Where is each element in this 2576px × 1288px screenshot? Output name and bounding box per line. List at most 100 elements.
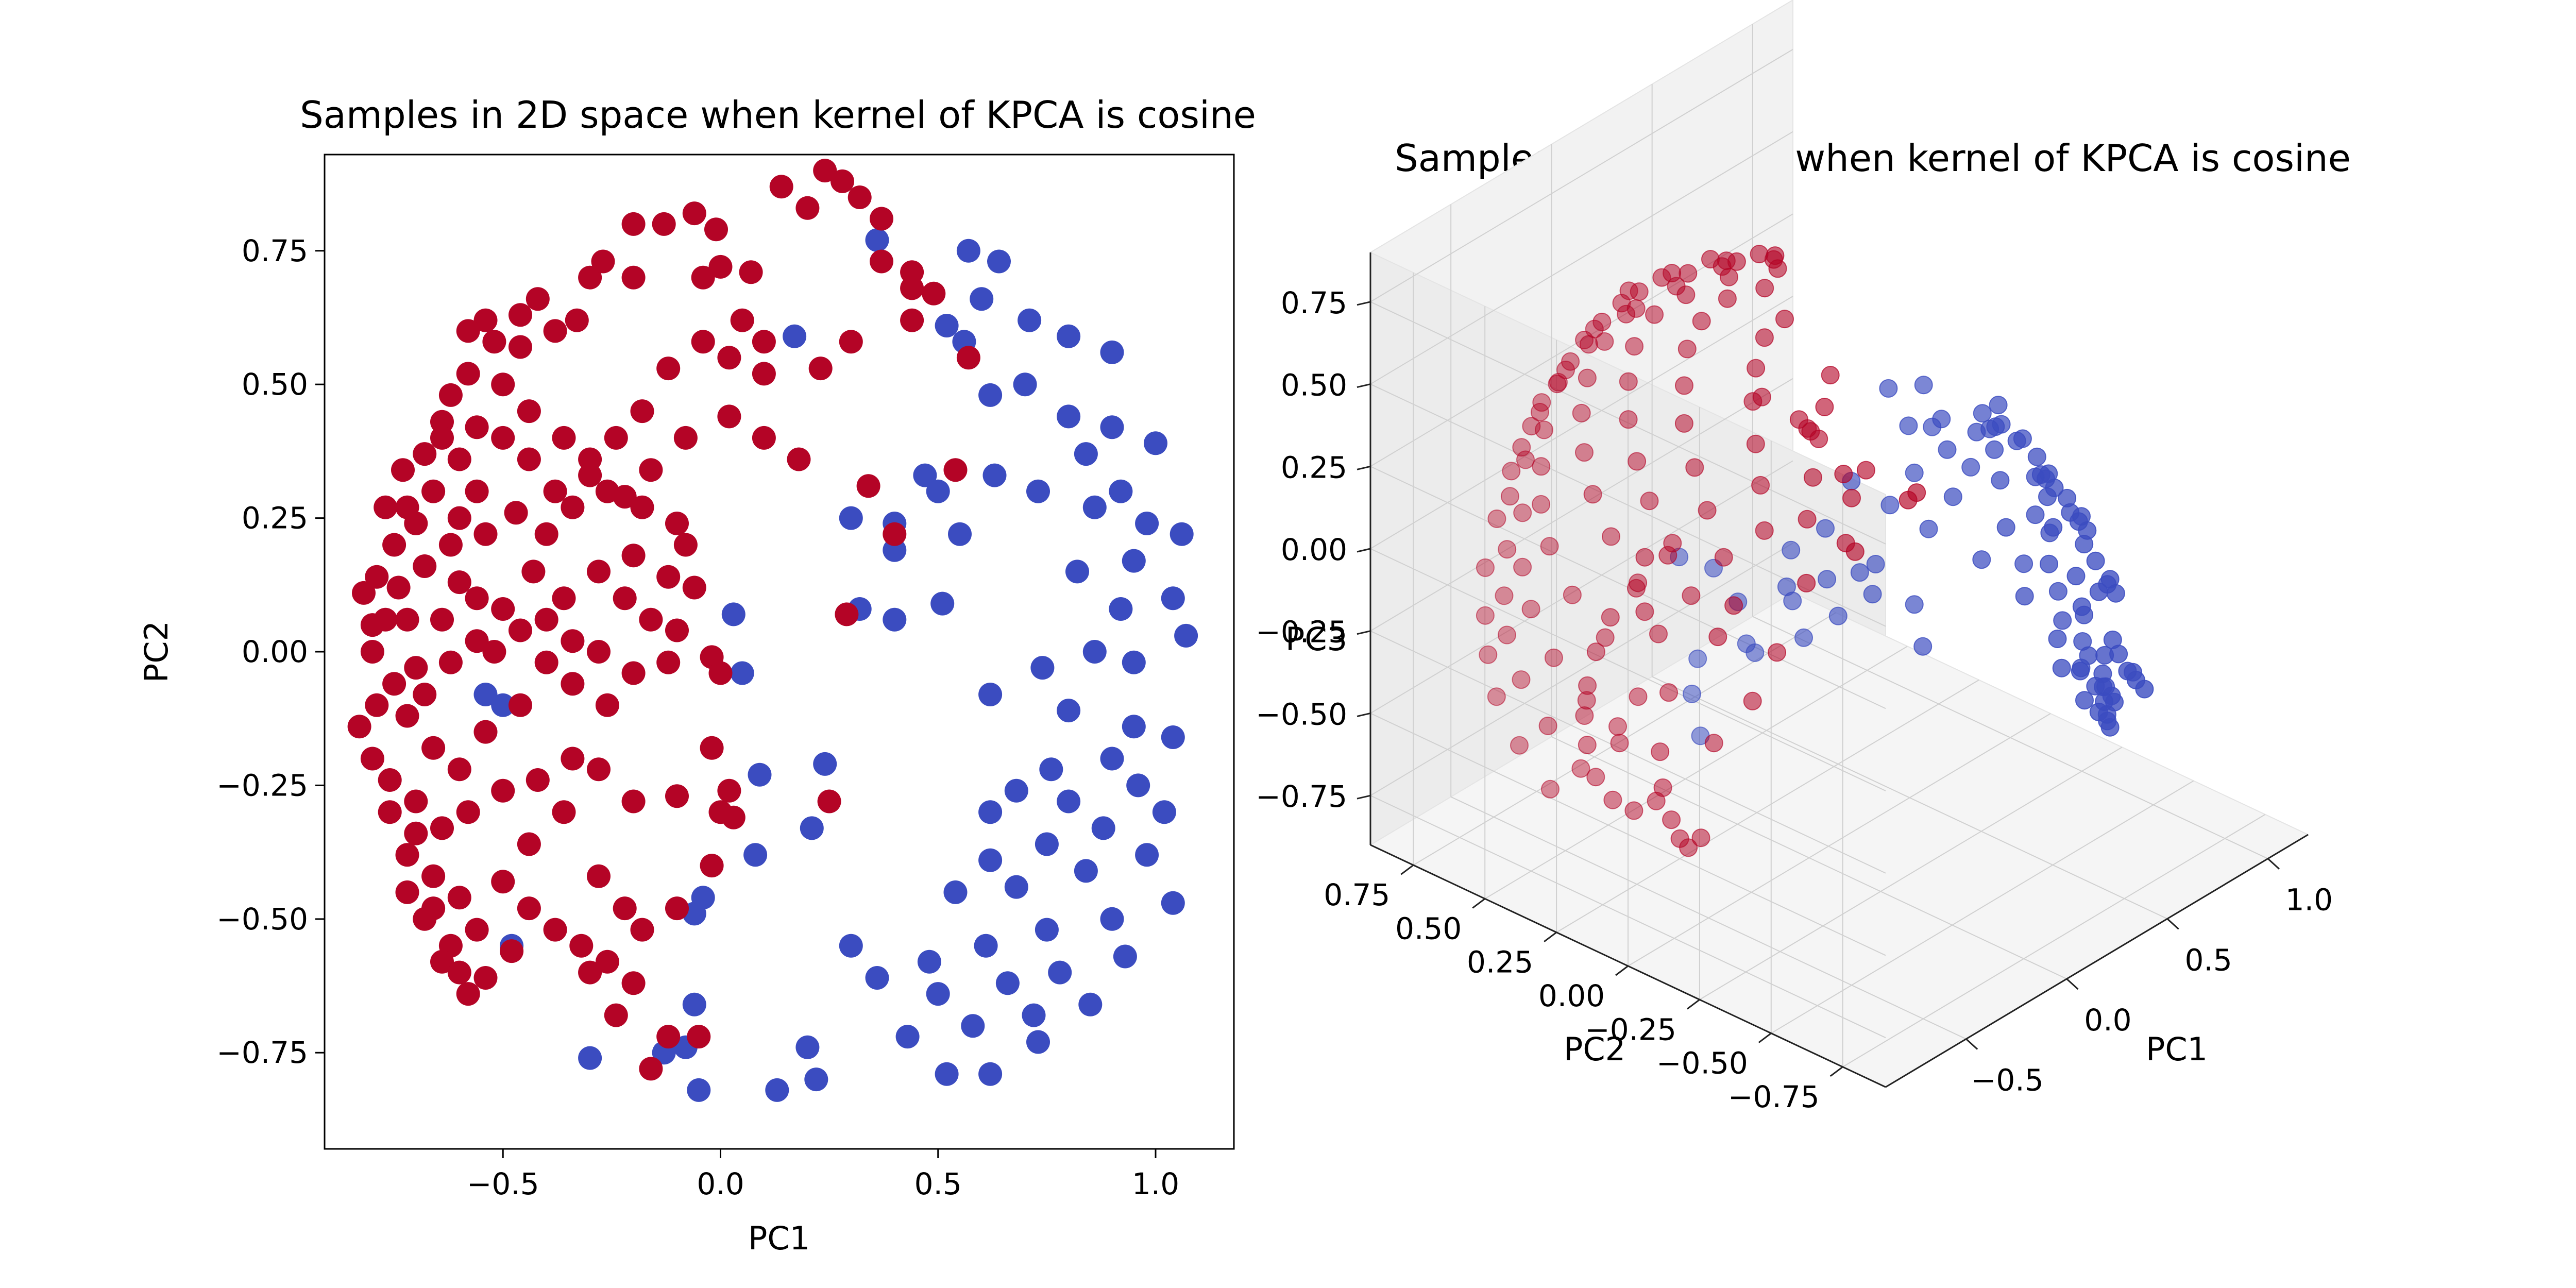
scatter-point-2d [1057,324,1081,348]
scatter-point-3d [1512,438,1531,457]
scatter-point-2d [1174,623,1198,648]
scatter-point-2d [413,442,437,466]
y-tick-mark-3d [1758,1032,1772,1043]
scatter-point-3d [1834,465,1853,483]
scatter-point-3d [2048,582,2067,601]
scatter-point-3d [1899,490,1918,510]
grid-line-y [1413,612,1836,866]
scatter-point-2d [473,308,498,332]
scatter-point-2d [1082,640,1107,664]
scatter-point-2d [721,805,745,829]
scatter-point-3d [1914,376,1933,395]
scatter-point-3d [2048,630,2067,648]
scatter-point-3d [1818,570,1836,589]
scatter-point-2d [378,768,402,792]
scatter-point-3d [1991,471,2010,490]
scatter-point-2d [1161,891,1185,915]
scatter-point-2d [935,314,959,337]
scatter-point-3d [2040,554,2058,573]
scatter-point-2d [482,640,506,664]
scatter-point-2d [900,308,924,332]
z-tick-label-3d: −0.75 [1256,779,1347,814]
scatter-point-2d [421,736,446,760]
scatter-point-3d [1561,352,1580,371]
scatter-point-2d [721,602,745,626]
scatter-point-3d [1782,540,1801,560]
scatter-point-2d [526,287,550,311]
scatter-point-2d [395,880,419,904]
y-tick-mark-3d [1829,1066,1843,1077]
scatter-point-2d [1161,725,1185,749]
scatter-point-2d [1057,699,1081,723]
y-tick-label-2d: 0.75 [242,233,308,268]
scatter-point-2d [552,586,576,611]
scatter-point-2d [1057,404,1081,429]
scatter-point-2d [1100,415,1124,439]
scatter-point-3d [1789,410,1808,429]
scatter-point-3d [1586,768,1605,787]
scatter-point-3d [1692,312,1711,331]
scatter-point-2d [978,848,1003,872]
scatter-point-3d [1575,330,1594,349]
scatter-point-2d [395,607,419,632]
scatter-3d-chart: Samples in 3D space when kernel of KPCA … [1256,0,2351,1114]
grid-line-z [1370,630,1886,874]
scatter-point-3d [1635,602,1654,621]
scatter-point-3d [1663,534,1682,553]
scatter-point-2d [621,544,646,568]
x-tick-mark-3d [2267,858,2280,870]
scatter-point-3d [1629,687,1648,706]
y-tick-mark-3d [1400,864,1414,875]
scatter-point-2d [404,656,428,680]
scatter-point-2d [917,950,941,974]
y-tick-mark-3d [1615,965,1629,976]
scatter-point-3d [1513,503,1532,522]
scatter-point-2d [447,886,471,910]
x-ticks-2d: −0.5 0.0 0.5 1.0 [467,1149,1179,1201]
scatter-point-3d [1691,828,1710,848]
scatter-point-3d [1571,759,1590,778]
z-tick-label-3d: −0.50 [1256,697,1347,732]
scatter-point-2d [717,404,741,429]
scatter-point-2d [748,762,772,787]
scatter-point-2d [987,249,1011,274]
scatter-point-3d [1532,457,1551,476]
chart-2d-title: Samples in 2D space when kernel of KPCA … [300,93,1256,137]
y-tick-label-2d: 0.00 [242,634,308,669]
scatter-point-2d [491,597,515,621]
scatter-point-3d [1880,496,1900,515]
scatter-point-3d [1879,379,1898,398]
scatter-point-2d [682,201,706,226]
scatter-point-3d [2075,691,2094,710]
scatter-point-2d [839,506,863,530]
scatter-point-3d [1743,392,1762,411]
scatter-point-2d [561,672,585,696]
scatter-point-2d [665,784,689,808]
z-tick-mark-3d [1357,301,1371,306]
scatter-point-2d [347,715,371,739]
scatter-point-3d [1625,337,1644,356]
scatter-point-2d [561,747,585,771]
scatter-point-2d [447,506,471,530]
scatter-point-3d [1608,717,1627,736]
scatter-point-2d [743,843,768,867]
scatter-point-2d [665,618,689,642]
scatter-point-3d [1677,340,1697,359]
scatter-point-2d [552,426,576,450]
scatter-point-3d [1737,634,1756,653]
scatter-point-2d [682,992,706,1016]
scatter-point-3d [1899,416,1918,435]
scatter-point-3d [2072,658,2091,677]
scatter-point-2d [621,789,646,814]
scatter-point-2d [656,650,681,674]
scatter-point-3d [1572,403,1591,422]
scatter-point-3d [1755,279,1774,298]
scatter-point-2d [509,335,532,359]
scatter-point-2d [395,704,419,728]
scatter-point-2d [1022,1003,1046,1027]
scatter-point-2d [552,800,576,824]
grid-line-z [1370,548,1886,791]
scatter-point-2d [421,864,446,888]
scatter-point-3d [1755,521,1774,540]
scatter-point-2d [978,383,1003,407]
